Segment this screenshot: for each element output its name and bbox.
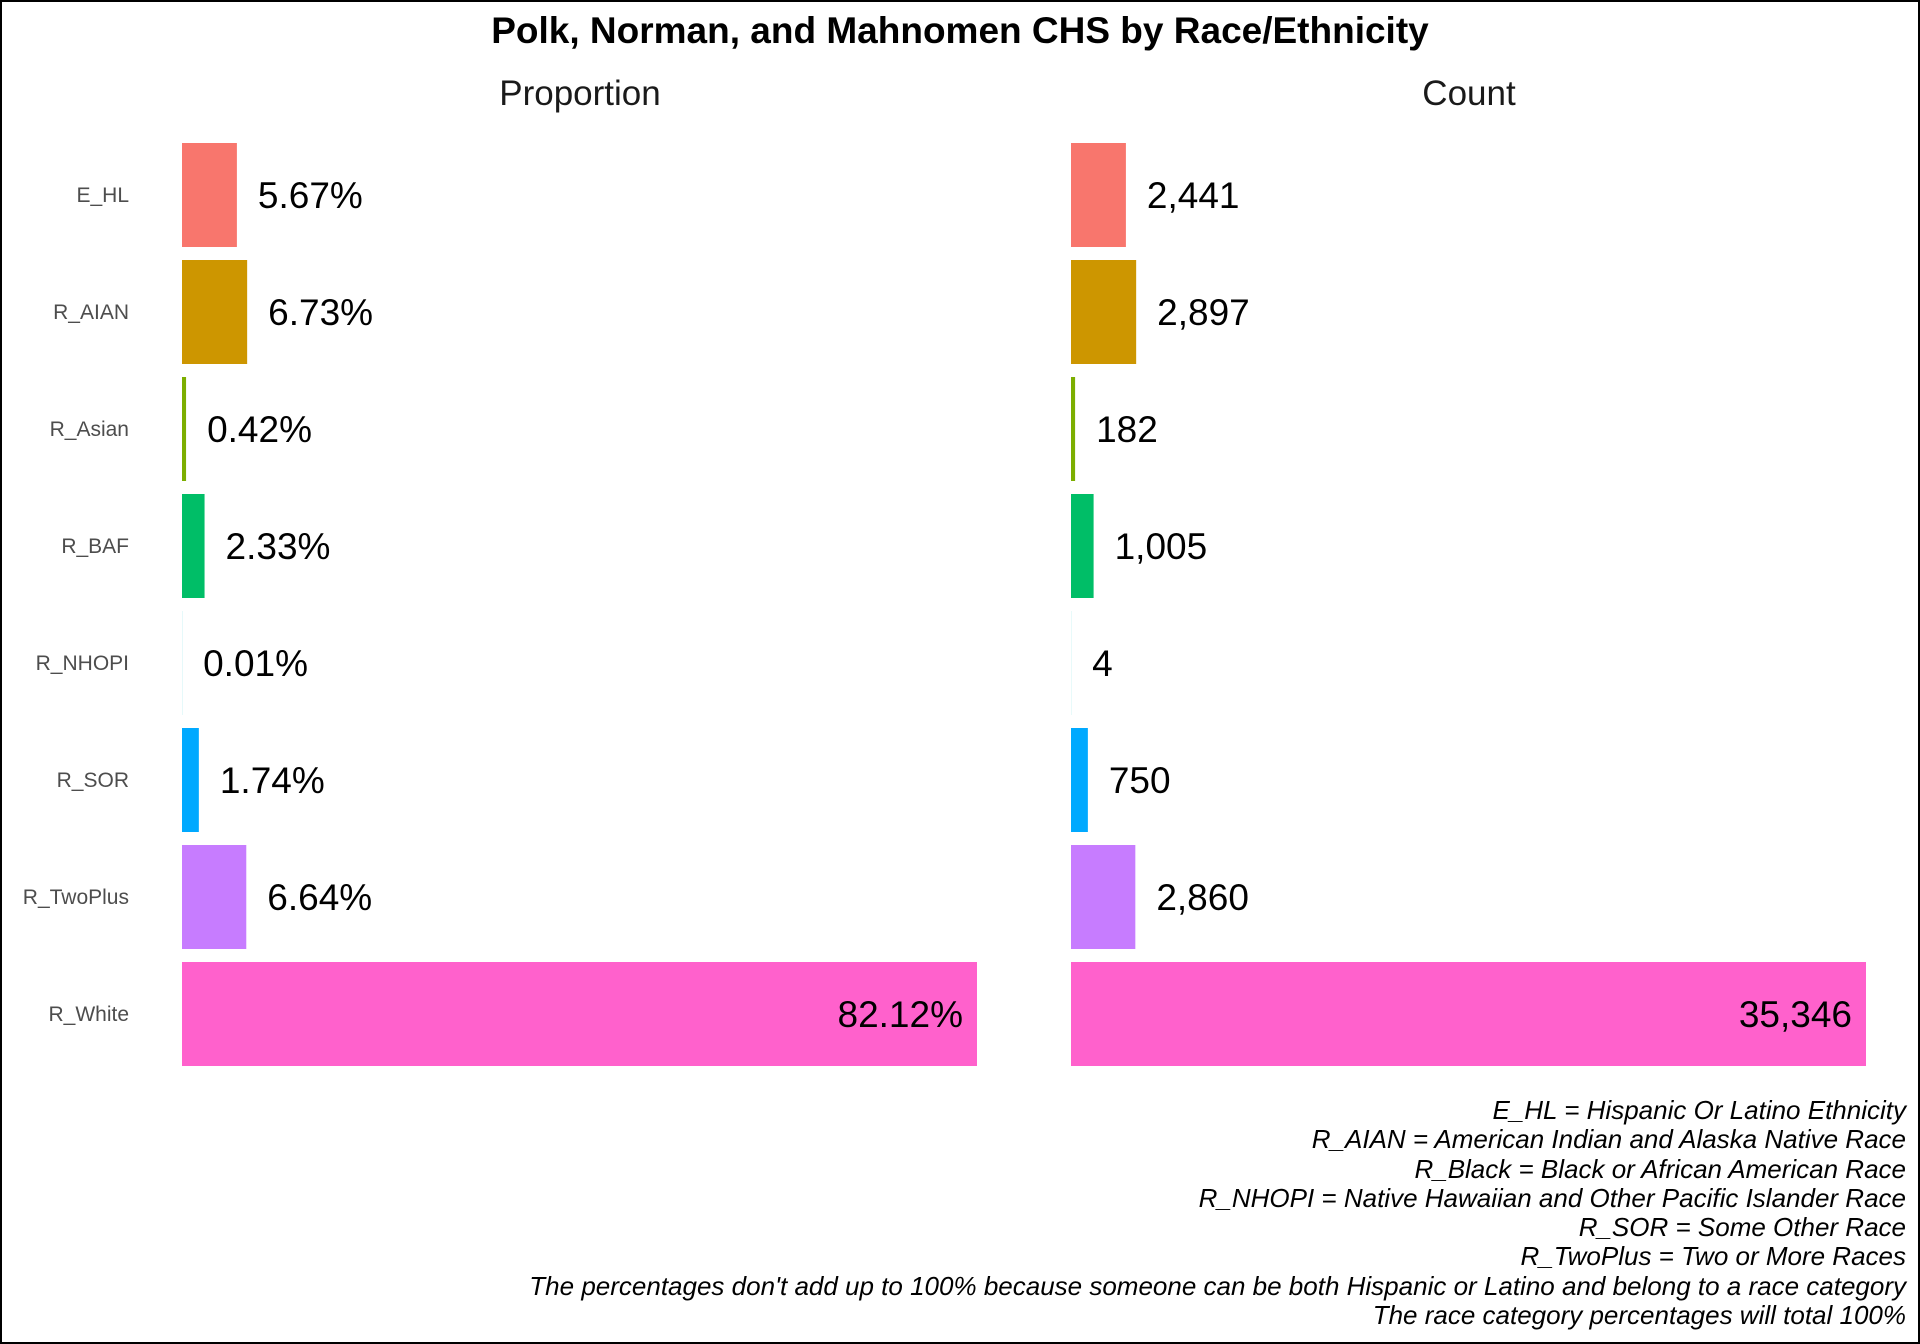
- bar: [182, 260, 248, 364]
- category-label: R_BAF: [61, 535, 129, 558]
- footnote-line: R_SOR = Some Other Race: [1578, 1212, 1906, 1243]
- category-label: E_HL: [76, 184, 129, 207]
- data-label: 5.67%: [258, 175, 363, 216]
- data-label: 182: [1096, 409, 1158, 450]
- panel-title-count: Count: [1422, 74, 1516, 113]
- category-label: R_SOR: [57, 769, 129, 792]
- category-label: R_TwoPlus: [23, 886, 129, 909]
- category-label: R_White: [48, 1003, 129, 1026]
- bar: [1071, 962, 1866, 1066]
- data-label: 0.42%: [207, 409, 312, 450]
- data-label: 6.64%: [267, 877, 372, 918]
- bar: [182, 494, 205, 598]
- data-label: 6.73%: [268, 292, 373, 333]
- data-label: 2,860: [1156, 877, 1249, 918]
- data-label: 2.33%: [226, 526, 331, 567]
- footnote-line: The race category percentages will total…: [1372, 1300, 1906, 1331]
- bar: [1071, 260, 1137, 364]
- data-label: 2,441: [1147, 175, 1240, 216]
- bar: [1071, 728, 1088, 832]
- footnote-line: R_Black = Black or African American Race: [1414, 1153, 1906, 1184]
- bar: [182, 845, 247, 949]
- chart-title: Polk, Norman, and Mahnomen CHS by Race/E…: [491, 10, 1429, 51]
- category-label: R_NHOPI: [36, 652, 129, 675]
- data-label: 4: [1092, 643, 1113, 684]
- bar: [1071, 494, 1094, 598]
- data-label: 82.12%: [838, 994, 964, 1035]
- footnote-line: R_NHOPI = Native Hawaiian and Other Paci…: [1198, 1182, 1906, 1213]
- data-label: 1.74%: [220, 760, 325, 801]
- bar: [182, 377, 187, 481]
- data-label: 35,346: [1739, 994, 1852, 1035]
- category-label: R_Asian: [50, 418, 129, 441]
- footnote-line: R_AIAN = American Indian and Alaska Nati…: [1311, 1124, 1906, 1155]
- panel-title-proportion: Proportion: [499, 74, 661, 113]
- footnotes: E_HL = Hispanic Or Latino Ethnicity R_AI…: [529, 1095, 1906, 1331]
- data-label: 1,005: [1115, 526, 1208, 567]
- bar: [1071, 377, 1076, 481]
- category-label: R_AIAN: [53, 301, 129, 324]
- bar: [182, 962, 977, 1066]
- bar: [1071, 143, 1126, 247]
- data-label: 0.01%: [203, 643, 308, 684]
- bar: [1071, 845, 1136, 949]
- data-label: 750: [1109, 760, 1171, 801]
- data-label: 2,897: [1157, 292, 1250, 333]
- bar: [182, 728, 199, 832]
- footnote-line: R_TwoPlus = Two or More Races: [1520, 1241, 1906, 1272]
- footnote-line: E_HL = Hispanic Or Latino Ethnicity: [1492, 1095, 1906, 1125]
- bar: [182, 143, 237, 247]
- footnote-line: The percentages don't add up to 100% bec…: [529, 1270, 1906, 1301]
